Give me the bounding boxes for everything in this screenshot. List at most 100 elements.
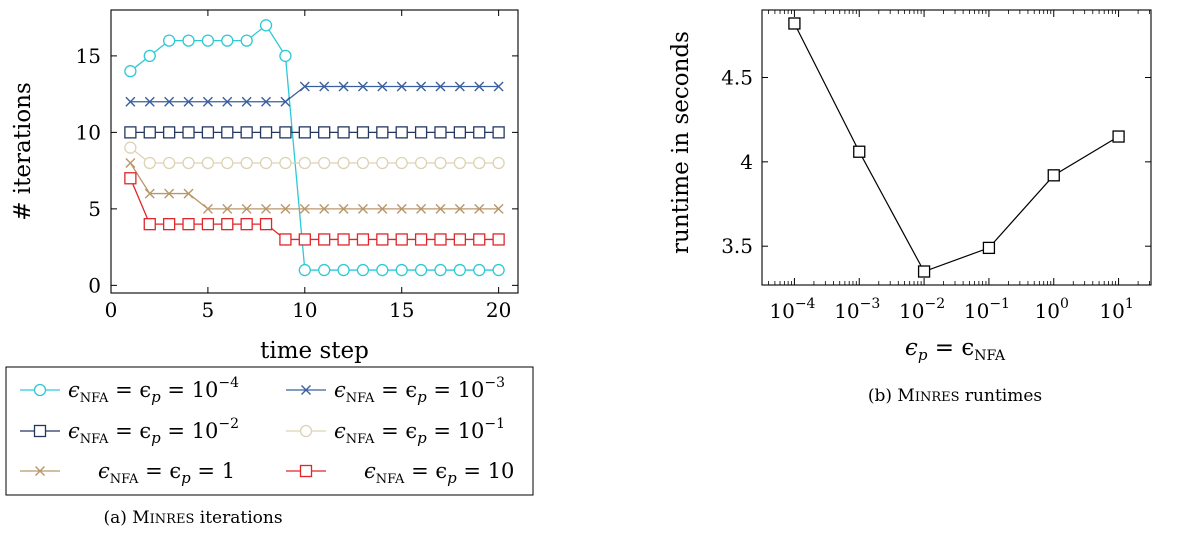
- data-point: [454, 203, 465, 214]
- x-axis-label: time step: [260, 338, 369, 364]
- data-point: [318, 233, 331, 246]
- data-point: [434, 156, 447, 170]
- legend-sub: NFA: [346, 432, 375, 447]
- data-point: [298, 233, 311, 246]
- series-line: [793, 23, 1119, 273]
- legend-marker: [35, 466, 45, 476]
- data-point: [222, 96, 233, 107]
- caption-prefix: (a): [103, 508, 132, 528]
- data-point: [240, 218, 253, 231]
- legend-sub: NFA: [80, 432, 109, 447]
- legend-sub: NFA: [346, 391, 375, 406]
- data-point: [356, 156, 370, 170]
- caption-name-initial: M: [897, 386, 914, 406]
- data-point: [144, 188, 155, 199]
- legend-marker: [33, 383, 47, 397]
- legend-sub2: p: [447, 469, 457, 487]
- data-point: [143, 49, 156, 63]
- legend-sub: NFA: [376, 472, 405, 487]
- data-point: [453, 156, 467, 170]
- legend-entry-5: ϵNFA = ϵp = 1: [20, 459, 235, 487]
- data-point: [259, 156, 273, 170]
- data-point: [414, 156, 428, 170]
- x-tick-label: 5: [202, 298, 215, 322]
- data-point: [201, 218, 215, 231]
- data-point: [182, 126, 195, 139]
- legend-sub2: p: [417, 429, 427, 447]
- tick-exponent: −2: [924, 296, 945, 312]
- x-tick-label: 10: [292, 298, 317, 322]
- data-point: [453, 263, 467, 277]
- legend-epsilon: ϵ: [364, 459, 376, 483]
- x-tick-label: 15: [389, 298, 414, 322]
- legend-label: ϵNFA = ϵp = 10: [364, 459, 514, 487]
- data-point: [182, 218, 195, 231]
- data-point: [377, 81, 388, 92]
- legend-sub2: p: [151, 429, 161, 447]
- data-point: [493, 81, 504, 92]
- data-point: [853, 145, 866, 158]
- tick-exponent: −4: [795, 296, 816, 312]
- data-point: [261, 96, 272, 107]
- data-point: [162, 218, 176, 231]
- data-point: [202, 96, 213, 107]
- chart-a-caption: (a) MINRES iterations: [103, 508, 282, 528]
- legend-entry-6: ϵNFA = ϵp = 10: [286, 459, 514, 487]
- tick-base: 10: [899, 299, 924, 323]
- caption-name-initial: M: [132, 508, 149, 528]
- legend-mid: = ϵ: [138, 459, 181, 483]
- plot-frame: [761, 9, 1152, 286]
- tick-exponent: 0: [1060, 296, 1069, 312]
- data-point: [162, 156, 176, 170]
- data-point: [473, 263, 486, 277]
- data-point: [143, 218, 156, 231]
- tick-exponent: −1: [989, 296, 1010, 312]
- tick-exponent: −3: [860, 296, 881, 312]
- legend-eq: = 10: [161, 378, 219, 402]
- data-point: [395, 233, 408, 246]
- data-point: [241, 96, 252, 107]
- data-point: [124, 126, 137, 139]
- legend-entry-4: ϵNFA = ϵp = 10−1: [286, 416, 505, 447]
- x-tick-label: 10−4: [769, 296, 815, 323]
- tick-base: 10: [769, 299, 794, 323]
- legend-mid: = ϵ: [374, 378, 417, 402]
- data-point: [357, 81, 368, 92]
- legend-epsilon: ϵ: [68, 419, 80, 443]
- y-tick-label: 3.5: [721, 234, 753, 258]
- legend-mid: = ϵ: [108, 378, 151, 402]
- data-point: [356, 126, 370, 139]
- legend-mid: = ϵ: [108, 419, 151, 443]
- data-point: [299, 81, 310, 92]
- legend-eq: = 1: [191, 459, 235, 483]
- x-tick-label: 10−1: [964, 296, 1010, 323]
- tick-base: 10: [834, 299, 859, 323]
- x-tick-label: 10−2: [899, 296, 945, 323]
- series-1: [124, 19, 505, 277]
- caption-suffix: runtimes: [960, 386, 1043, 406]
- data-point: [280, 203, 291, 214]
- legend-marker: [299, 424, 313, 438]
- data-point: [396, 203, 407, 214]
- data-point: [318, 126, 331, 139]
- data-point: [414, 263, 428, 277]
- data-point: [492, 156, 505, 170]
- data-point: [183, 96, 194, 107]
- data-point: [376, 233, 389, 246]
- xlabel-epsilon: ϵ: [905, 335, 918, 361]
- data-point: [395, 126, 408, 139]
- xlabel-sub: p: [918, 346, 928, 364]
- data-point: [337, 263, 350, 277]
- data-point: [357, 203, 368, 214]
- data-point: [240, 156, 253, 170]
- legend-entry-1: ϵNFA = ϵp = 10−4: [20, 375, 239, 406]
- caption-name-rest: INRES: [150, 512, 195, 527]
- legend-eq: = 10: [427, 378, 485, 402]
- data-point: [318, 263, 331, 277]
- data-point: [434, 126, 447, 139]
- data-point: [416, 81, 427, 92]
- data-point: [125, 157, 136, 168]
- data-point: [337, 156, 350, 170]
- x-tick-label: 101: [1099, 296, 1133, 323]
